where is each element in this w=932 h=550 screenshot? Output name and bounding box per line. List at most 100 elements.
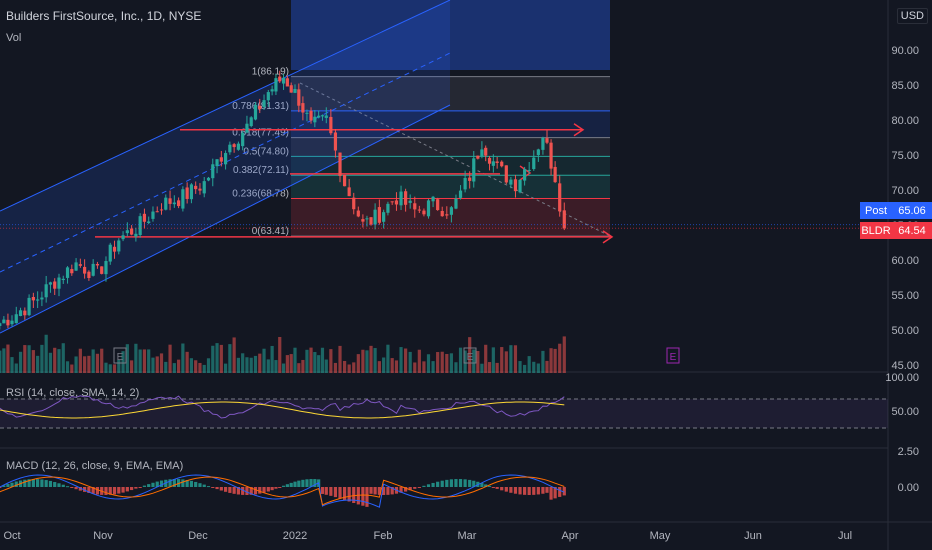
candle-body [495, 161, 499, 163]
macd-histogram-bar [125, 487, 129, 492]
time-tick-label: Jul [838, 530, 852, 542]
macd-histogram-bar [2, 485, 6, 487]
volume-bar [504, 351, 508, 373]
macd-histogram-bar [40, 479, 44, 487]
volume-bar [468, 337, 472, 373]
candle-body [249, 117, 253, 127]
volume-bar [2, 348, 6, 373]
candle-body [40, 297, 44, 300]
candle-body [527, 169, 531, 171]
macd-histogram-bar [313, 479, 317, 487]
candle-body [301, 103, 305, 113]
candle-body [206, 177, 211, 181]
candle-body [117, 240, 121, 252]
candle-body [463, 178, 467, 190]
volume-bar [61, 343, 65, 373]
candle-body [57, 277, 61, 289]
candle-body [168, 198, 172, 204]
macd-histogram-bar [189, 480, 194, 487]
time-tick-label: Nov [93, 530, 113, 542]
candle-body [108, 244, 112, 262]
rsi-label: RSI (14, close, SMA, 14, 2) [6, 387, 140, 399]
channel-fill [0, 0, 450, 333]
volume-bar [6, 344, 10, 373]
volume-bar [177, 359, 181, 373]
macd-histogram-bar [382, 487, 386, 495]
macd-histogram-bar [468, 479, 472, 487]
time-tick-label: Mar [458, 530, 477, 542]
macd-histogram-bar [241, 487, 245, 495]
macd-label: MACD (12, 26, close, 9, EMA, EMA) [6, 460, 184, 472]
volume-bar [91, 349, 95, 373]
candle-body [266, 92, 270, 101]
macd-histogram-bar [463, 479, 467, 487]
candle-body [487, 157, 492, 164]
volume-bar [232, 337, 236, 373]
volume-bar [369, 345, 373, 373]
candle-body [134, 233, 138, 237]
macd-histogram-bar [347, 487, 351, 502]
volume-bar [532, 361, 536, 373]
currency-button[interactable]: USD [896, 8, 928, 24]
volume-bar [549, 348, 553, 373]
volume-bar [484, 344, 488, 373]
candle-body [138, 216, 142, 236]
candle-body [472, 158, 476, 182]
volume-bar [431, 361, 435, 373]
volume-bar [413, 362, 417, 373]
volume-bar [147, 349, 151, 373]
candle-body [6, 319, 10, 326]
candle-body [431, 196, 435, 202]
volume-bar [309, 347, 313, 373]
volume-bar [223, 363, 228, 373]
candle-body [48, 282, 53, 285]
candle-body [373, 209, 377, 225]
candle-body [289, 85, 293, 93]
candle-body [480, 149, 484, 157]
volume-bar [164, 361, 168, 373]
candle-body [74, 262, 78, 271]
volume-bar [382, 357, 386, 373]
macd-histogram-bar [44, 480, 48, 487]
volume-bar [274, 360, 278, 373]
candle-body [18, 310, 23, 316]
macd-histogram-bar [27, 479, 31, 487]
volume-bar [333, 362, 338, 373]
macd-histogram-bar [168, 479, 172, 487]
macd-histogram-bar [436, 481, 440, 487]
volume-bar [249, 357, 253, 373]
candle-body [281, 77, 286, 84]
candle-body [361, 219, 365, 222]
macd-histogram-bar [454, 479, 458, 487]
candle-body [422, 210, 426, 215]
macd-histogram-bar [31, 479, 35, 487]
rsi-tick-label: 100.00 [885, 372, 919, 384]
macd-histogram-bar [155, 481, 159, 487]
volume-label: Vol [6, 32, 22, 44]
candle-body [394, 200, 399, 205]
volume-bar [142, 349, 147, 373]
volume-bar [449, 353, 453, 373]
candle-body [44, 284, 48, 298]
volume-bar [365, 350, 369, 373]
price-tick-label: 75.00 [891, 150, 919, 162]
volume-bar [112, 364, 117, 373]
candle-body [369, 217, 373, 225]
macd-histogram-bar [130, 487, 134, 491]
volume-bar [202, 364, 206, 373]
candle-body [270, 89, 274, 92]
volume-bar [159, 353, 164, 373]
volume-bar [241, 353, 245, 373]
candle-body [87, 271, 91, 278]
volume-bar [266, 359, 270, 373]
candle-body [320, 115, 325, 117]
candle-body [130, 228, 134, 235]
macd-tick-label: 2.50 [898, 446, 919, 458]
volume-bar [87, 355, 91, 373]
volume-bar [185, 351, 189, 373]
candle-body [142, 213, 147, 222]
candle-body [399, 191, 403, 206]
macd-histogram-bar [258, 487, 262, 494]
candle-body [500, 161, 504, 167]
